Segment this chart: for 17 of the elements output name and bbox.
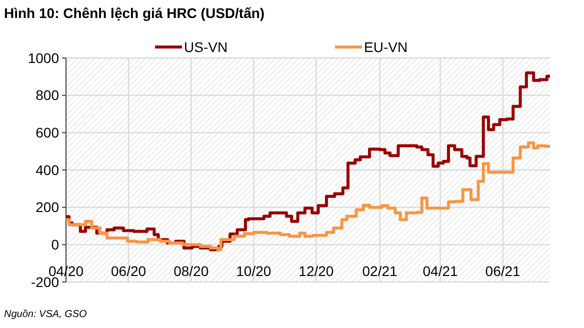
- legend-label: EU-VN: [364, 38, 408, 55]
- y-tick-label: 800: [36, 87, 60, 104]
- x-tick-label: 02/21: [362, 263, 398, 279]
- x-tick-label: 04/21: [422, 263, 458, 279]
- y-tick-label: 400: [36, 162, 60, 178]
- x-tick-label: 06/21: [485, 263, 521, 279]
- chart-title: Hình 10: Chênh lệch giá HRC (USD/tấn): [4, 5, 265, 21]
- y-tick-label: 200: [36, 199, 60, 216]
- legend-label: US-VN: [184, 38, 228, 55]
- y-tick-label: 0: [51, 236, 60, 253]
- y-tick-label: 1000: [28, 50, 60, 66]
- x-tick-label: 08/20: [174, 263, 209, 279]
- text: Nguồn: VSA, GSO: [4, 309, 88, 320]
- x-tick-label: 06/20: [111, 263, 146, 279]
- y-tick-label: 600: [36, 124, 60, 141]
- x-tick-label: 12/20: [298, 263, 334, 279]
- x-tick-label: 10/20: [236, 263, 272, 279]
